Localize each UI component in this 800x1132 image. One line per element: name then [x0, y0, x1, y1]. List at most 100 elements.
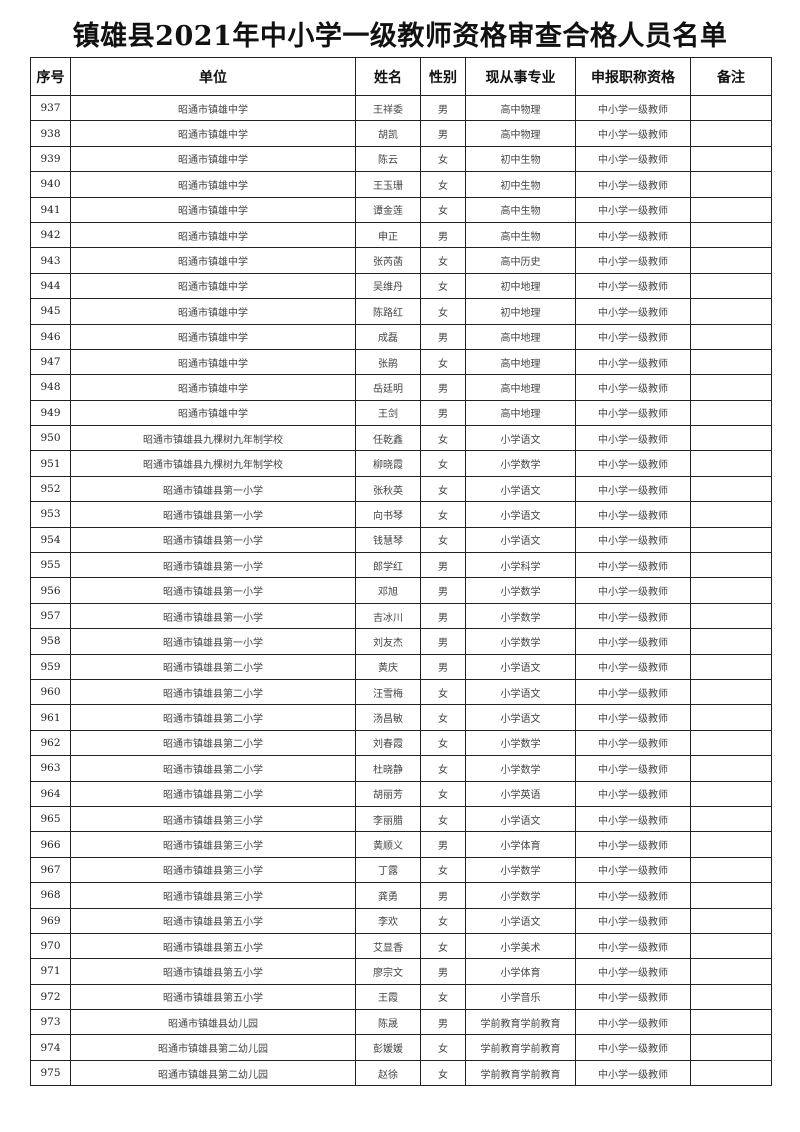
cell-index: 951 — [30, 450, 71, 477]
cell-major: 小学美术 — [465, 932, 576, 960]
cell-gender: 男 — [420, 221, 466, 249]
cell-remarks — [690, 831, 772, 858]
cell-gender: 女 — [420, 780, 466, 807]
cell-major: 小学体育 — [465, 958, 576, 985]
cell-index: 968 — [30, 882, 71, 909]
cell-major: 小学语文 — [465, 526, 576, 554]
cell-title-qualification: 中小学一级教师 — [575, 323, 691, 350]
cell-name: 王霞 — [355, 983, 421, 1011]
cell-remarks — [690, 907, 772, 934]
cell-remarks — [690, 501, 772, 528]
cell-remarks — [690, 983, 772, 1011]
cell-remarks — [690, 145, 772, 173]
cell-title-qualification: 中小学一级教师 — [575, 628, 691, 655]
cell-name: 汤昌敏 — [355, 704, 421, 731]
cell-title-qualification: 中小学一级教师 — [575, 374, 691, 401]
cell-name: 邓旭 — [355, 577, 421, 604]
cell-title-qualification: 中小学一级教师 — [575, 958, 691, 985]
cell-unit: 昭通市镇雄县第五小学 — [70, 983, 356, 1011]
cell-index: 946 — [30, 323, 71, 350]
cell-title-qualification: 中小学一级教师 — [575, 399, 691, 427]
cell-title-qualification: 中小学一级教师 — [575, 171, 691, 198]
table-row: 951 昭通市镇雄县九棵树九年制学校 柳晓霞女小学数学 中小学一级教师 — [30, 450, 772, 477]
table-row: 961 昭通市镇雄县第二小学 汤昌敏女小学语文 中小学一级教师 — [30, 704, 772, 731]
cell-index: 967 — [30, 856, 71, 884]
cell-name: 陈云 — [355, 145, 421, 173]
cell-remarks — [690, 526, 772, 554]
cell-index: 975 — [30, 1059, 71, 1087]
cell-index: 942 — [30, 221, 71, 249]
header-unit: 单位 — [70, 57, 356, 96]
cell-unit: 昭通市镇雄中学 — [70, 94, 356, 122]
cell-gender: 女 — [420, 704, 466, 731]
cell-title-qualification: 中小学一级教师 — [575, 120, 691, 147]
cell-remarks — [690, 196, 772, 223]
cell-major: 初中地理 — [465, 272, 576, 300]
cell-major: 小学语文 — [465, 907, 576, 934]
cell-unit: 昭通市镇雄中学 — [70, 221, 356, 249]
cell-major: 小学数学 — [465, 856, 576, 884]
cell-index: 944 — [30, 272, 71, 300]
cell-name: 王剑 — [355, 399, 421, 427]
cell-title-qualification: 中小学一级教师 — [575, 983, 691, 1011]
cell-title-qualification: 中小学一级教师 — [575, 831, 691, 858]
header-remarks: 备注 — [690, 57, 772, 96]
table-row: 966 昭通市镇雄县第三小学 黄顺义男小学体育 中小学一级教师 — [30, 831, 772, 858]
cell-title-qualification: 中小学一级教师 — [575, 145, 691, 173]
header-name: 姓名 — [355, 57, 421, 96]
table-row: 957 昭通市镇雄县第一小学 吉冰川男小学数学 中小学一级教师 — [30, 602, 772, 630]
cell-name: 郎学红 — [355, 552, 421, 579]
cell-unit: 昭通市镇雄县第三小学 — [70, 882, 356, 909]
cell-gender: 女 — [420, 475, 466, 503]
cell-remarks — [690, 932, 772, 960]
cell-gender: 女 — [420, 247, 466, 274]
cell-name: 王玉珊 — [355, 171, 421, 198]
cell-remarks — [690, 348, 772, 376]
cell-index: 962 — [30, 729, 71, 757]
cell-gender: 女 — [420, 450, 466, 477]
cell-gender: 女 — [420, 907, 466, 934]
cell-unit: 昭通市镇雄县第五小学 — [70, 907, 356, 934]
cell-gender: 男 — [420, 552, 466, 579]
cell-gender: 女 — [420, 526, 466, 554]
cell-unit: 昭通市镇雄县第二小学 — [70, 704, 356, 731]
cell-major: 小学语文 — [465, 678, 576, 706]
table-row: 973 昭通市镇雄县幼儿园 陈晟男学前教育学前教育 中小学一级教师 — [30, 1009, 772, 1036]
cell-index: 952 — [30, 475, 71, 503]
cell-index: 950 — [30, 425, 71, 452]
cell-remarks — [690, 1059, 772, 1087]
table-row: 975 昭通市镇雄县第二幼儿园 赵徐女学前教育学前教育 中小学一级教师 — [30, 1059, 772, 1087]
table-row: 958 昭通市镇雄县第一小学 刘友杰男小学数学 中小学一级教师 — [30, 628, 772, 655]
cell-title-qualification: 中小学一级教师 — [575, 856, 691, 884]
cell-major: 高中地理 — [465, 399, 576, 427]
header-index: 序号 — [30, 57, 71, 96]
table-row: 937 昭通市镇雄中学 王祥委男高中物理 中小学一级教师 — [30, 94, 772, 122]
cell-unit: 昭通市镇雄县第一小学 — [70, 577, 356, 604]
header-title-qualification: 申报职称资格 — [575, 57, 691, 96]
cell-index: 959 — [30, 653, 71, 680]
table-row: 942 昭通市镇雄中学 申正男高中生物 中小学一级教师 — [30, 221, 772, 249]
cell-remarks — [690, 374, 772, 401]
table-header-row: 序号 单位 姓名 性别 现从事专业 申报职称资格 备注 — [30, 57, 772, 96]
cell-remarks — [690, 425, 772, 452]
cell-gender: 女 — [420, 932, 466, 960]
cell-unit: 昭通市镇雄中学 — [70, 145, 356, 173]
cell-name: 向书琴 — [355, 501, 421, 528]
cell-name: 张芮菡 — [355, 247, 421, 274]
table-row: 971 昭通市镇雄县第五小学 廖宗文男小学体育 中小学一级教师 — [30, 958, 772, 985]
cell-title-qualification: 中小学一级教师 — [575, 196, 691, 223]
cell-name: 丁露 — [355, 856, 421, 884]
table-row: 953 昭通市镇雄县第一小学 向书琴女小学语文 中小学一级教师 — [30, 501, 772, 528]
cell-remarks — [690, 94, 772, 122]
cell-name: 廖宗文 — [355, 958, 421, 985]
header-major: 现从事专业 — [465, 57, 576, 96]
cell-index: 943 — [30, 247, 71, 274]
cell-major: 高中物理 — [465, 94, 576, 122]
cell-major: 小学英语 — [465, 780, 576, 807]
cell-major: 小学语文 — [465, 805, 576, 833]
cell-name: 申正 — [355, 221, 421, 249]
cell-index: 973 — [30, 1009, 71, 1036]
cell-title-qualification: 中小学一级教师 — [575, 94, 691, 122]
cell-gender: 女 — [420, 501, 466, 528]
cell-gender: 男 — [420, 628, 466, 655]
